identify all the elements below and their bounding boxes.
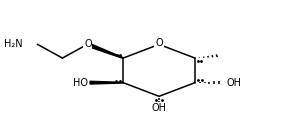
Text: HO: HO	[73, 78, 88, 88]
Text: O: O	[155, 38, 163, 48]
Text: O: O	[84, 39, 92, 49]
Polygon shape	[90, 81, 123, 84]
Text: OH: OH	[152, 103, 166, 113]
Polygon shape	[85, 43, 124, 58]
Text: H₂N: H₂N	[4, 39, 22, 49]
Text: OH: OH	[226, 78, 241, 88]
